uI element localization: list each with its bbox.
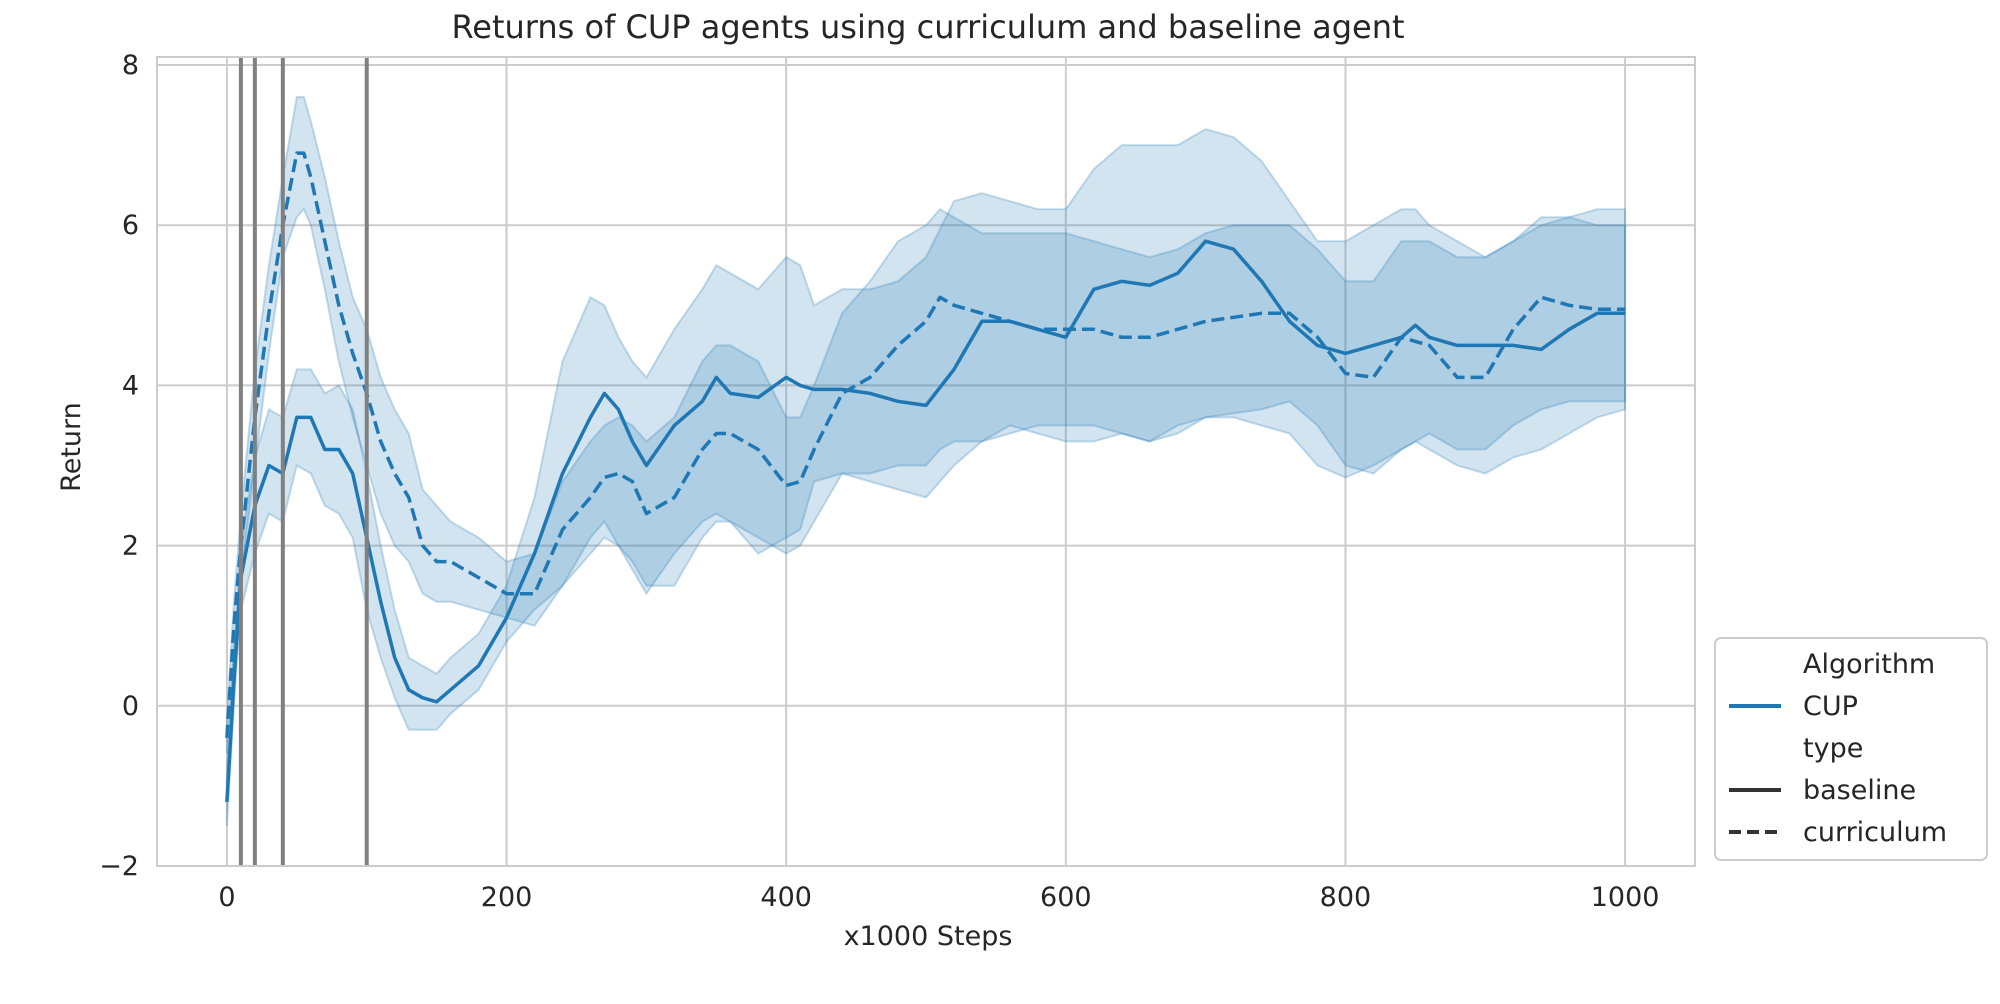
- legend: Algorithm CUP type baseline curriculum: [1714, 637, 1988, 861]
- y-axis-label: Return: [56, 402, 87, 492]
- legend-label-Algorithm: Algorithm: [1803, 649, 1935, 680]
- legend-label-type: type: [1803, 733, 1863, 764]
- series-line-curriculum: [225, 151, 1626, 738]
- confidence-band-curriculum: [225, 96, 1627, 754]
- y-tick-label: 4: [122, 370, 139, 401]
- y-tick-label: 8: [122, 50, 139, 81]
- band-layer: [225, 96, 1627, 827]
- x-tick-label: 400: [760, 882, 812, 913]
- legend-label-CUP: CUP: [1803, 691, 1858, 722]
- plot-frame: [156, 56, 1696, 867]
- y-tick-label: −2: [99, 851, 139, 882]
- tick-layer: 0 200 400 600 800 1000 −2 0 2 4 6 8: [99, 50, 1659, 913]
- x-tick-label: 800: [1320, 882, 1372, 913]
- y-tick-label: 2: [122, 531, 139, 562]
- x-axis-label: x1000 Steps: [844, 921, 1013, 952]
- chart-title: Returns of CUP agents using curriculum a…: [451, 8, 1404, 46]
- vline-layer: [238, 57, 369, 866]
- x-tick-label: 0: [218, 882, 235, 913]
- line-layer: [225, 151, 1626, 803]
- x-tick-label: 600: [1040, 882, 1092, 913]
- series-line-baseline: [225, 239, 1626, 803]
- x-tick-label: 1000: [1591, 882, 1660, 913]
- legend-box: [1714, 637, 1988, 861]
- legend-label-curriculum: curriculum: [1803, 817, 1947, 848]
- x-tick-label: 200: [481, 882, 533, 913]
- y-tick-label: 6: [122, 210, 139, 241]
- y-tick-label: 0: [122, 691, 139, 722]
- legend-label-baseline: baseline: [1803, 775, 1916, 806]
